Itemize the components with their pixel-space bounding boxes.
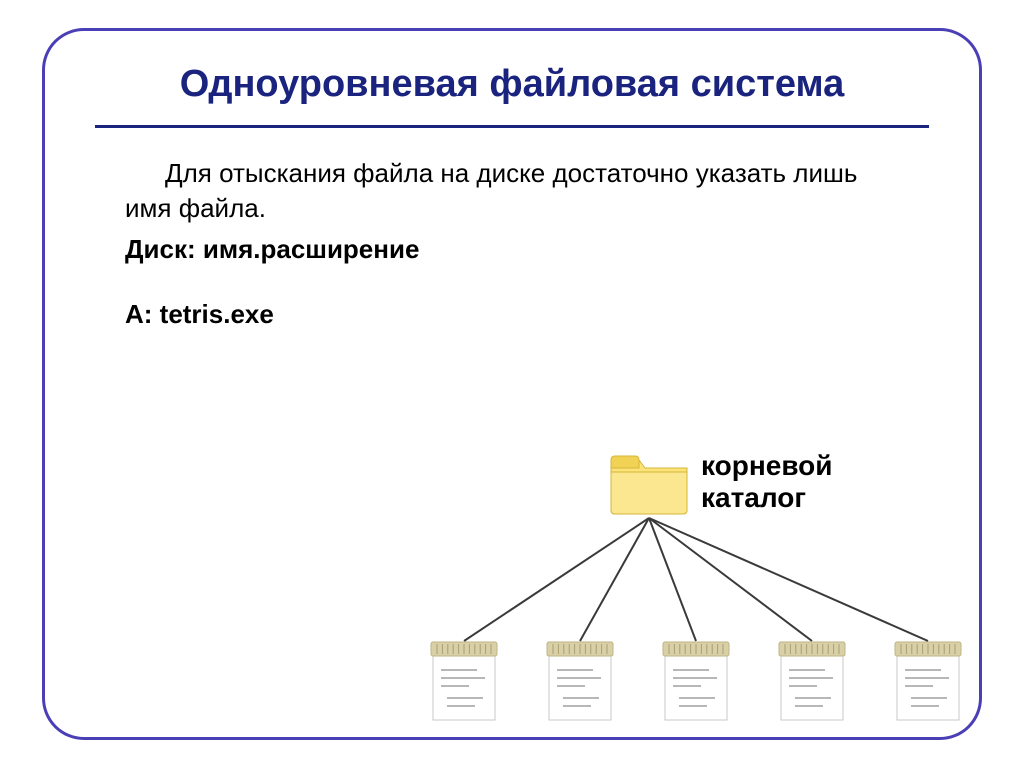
body-line3: A: tetris.exe — [125, 297, 899, 332]
body-text: Для отыскания файла на диске достаточно … — [125, 156, 899, 332]
file-icon — [541, 636, 619, 726]
file-icon — [889, 636, 967, 726]
root-folder-label: корневойкаталог — [701, 450, 833, 514]
title-divider — [95, 125, 929, 128]
root-folder: корневойкаталог — [605, 446, 833, 518]
filesystem-diagram: корневойкаталог — [425, 446, 1005, 746]
file-icon — [773, 636, 851, 726]
root-folder-label-text: корневойкаталог — [701, 450, 833, 513]
file-icon — [657, 636, 735, 726]
body-line2: Диск: имя.расширение — [125, 232, 899, 267]
file-icon — [425, 636, 503, 726]
folder-icon — [605, 446, 693, 518]
files-row — [425, 636, 967, 726]
slide-frame: Одноуровневая файловая система Для отыск… — [42, 28, 982, 740]
page-title: Одноуровневая файловая система — [45, 63, 979, 107]
body-para1: Для отыскания файла на диске достаточно … — [125, 156, 899, 226]
